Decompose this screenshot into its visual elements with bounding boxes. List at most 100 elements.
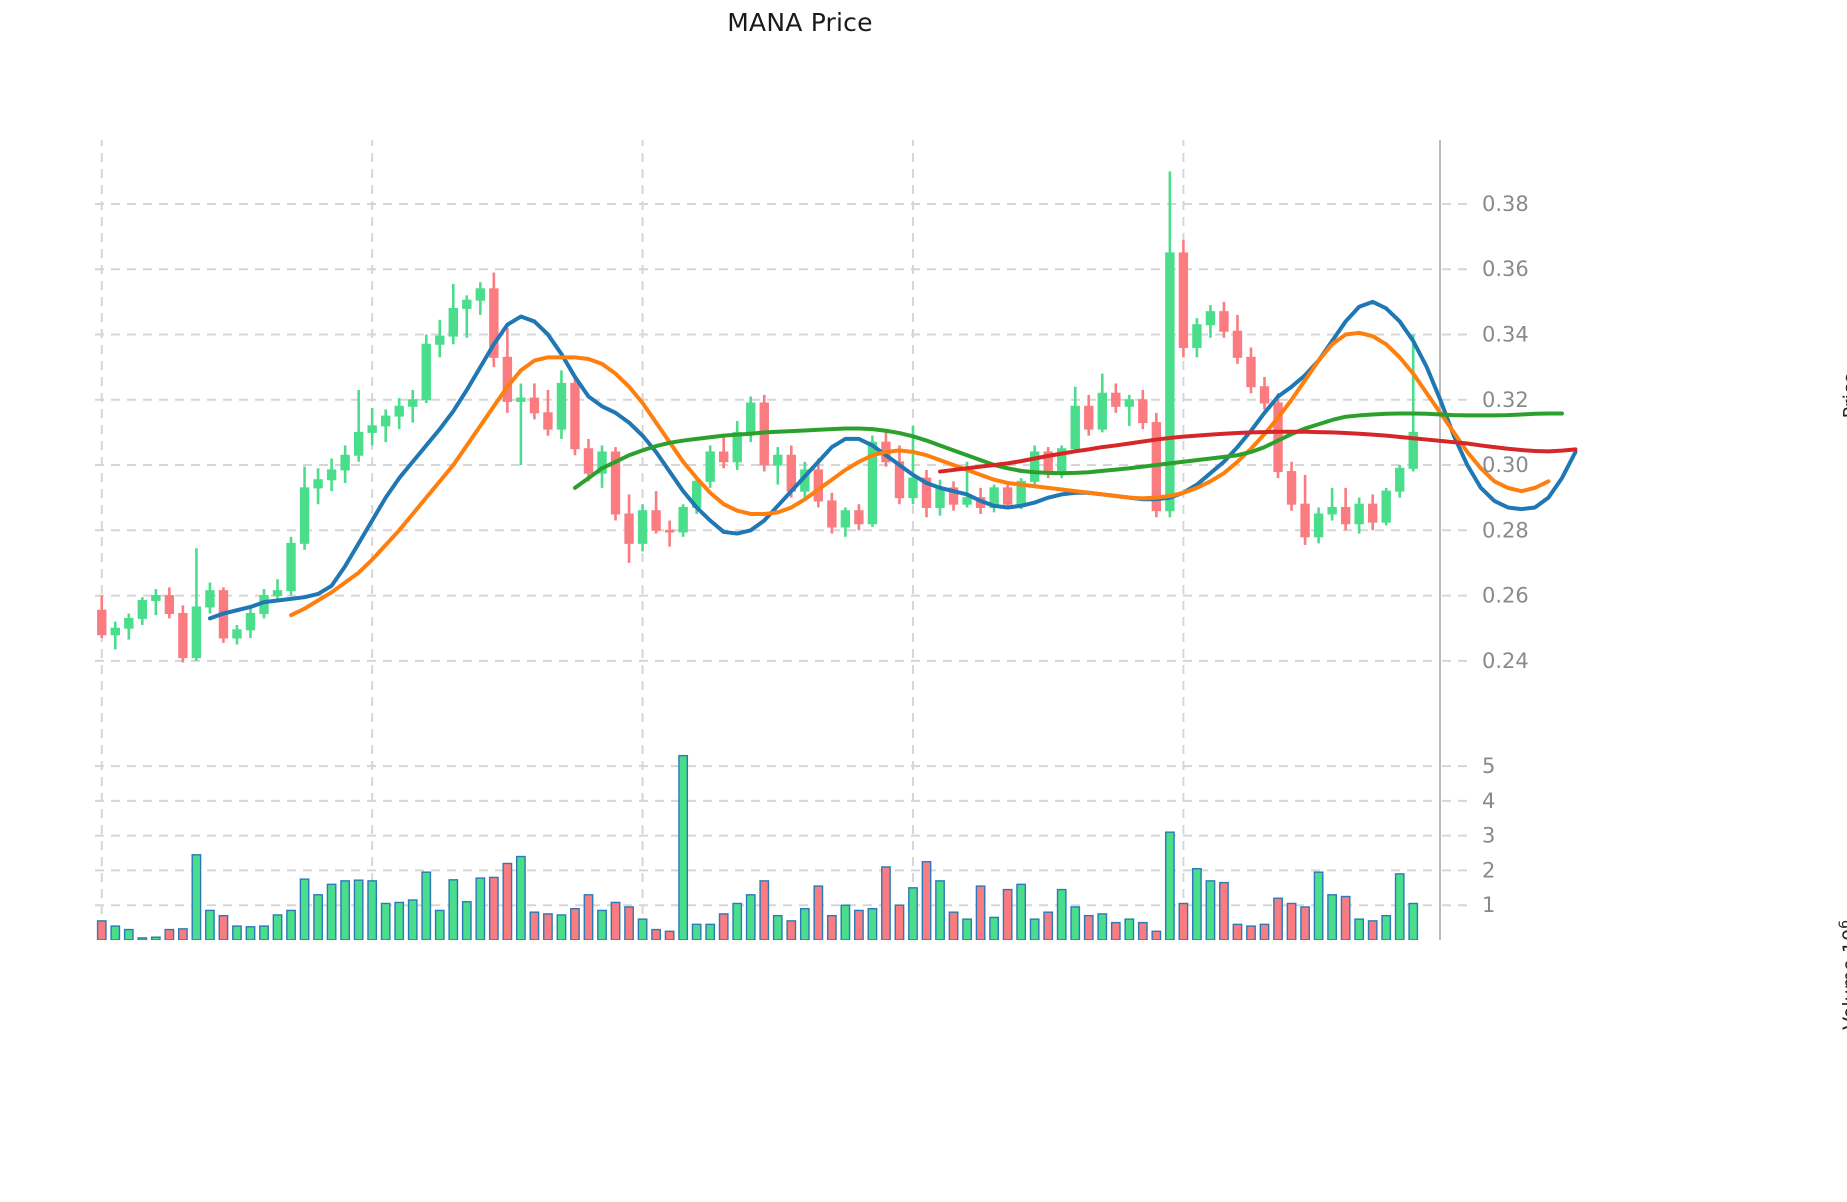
candle-body (1002, 487, 1013, 505)
candle-body (1084, 405, 1094, 430)
volume-bar (1151, 930, 1162, 940)
candle-body (353, 431, 364, 456)
volume-bar (1043, 911, 1054, 940)
candle-body (1367, 503, 1378, 523)
candle-body (962, 497, 972, 505)
volume-bar (732, 902, 743, 940)
ma-line-ma_xlong (938, 429, 1578, 474)
volume-bar (394, 901, 405, 940)
volume-bar (205, 909, 215, 940)
candle-body (448, 307, 458, 337)
volume-bar (1110, 921, 1121, 940)
candle-body (1395, 467, 1405, 492)
volume-bar (813, 885, 824, 940)
candle-body (1124, 399, 1135, 407)
candle-body (1219, 311, 1229, 332)
volume-bar (259, 925, 269, 940)
candle-body (664, 529, 675, 533)
volume-bar (881, 866, 891, 940)
volume-bar (989, 916, 999, 940)
volume-axis-label: Volume 106 (1837, 920, 1847, 1030)
candle-body (462, 299, 472, 309)
volume-bar (1300, 906, 1310, 940)
volume-bar (1286, 902, 1297, 940)
volume-bar (218, 914, 229, 940)
candle-body (340, 454, 350, 471)
volume-bar (678, 754, 689, 940)
volume-bar (1002, 888, 1013, 940)
volume-bar (313, 894, 323, 940)
volume-bar (570, 907, 580, 940)
volume-bar (624, 906, 634, 940)
volume-bar (1273, 897, 1283, 940)
volume-bar (245, 926, 256, 940)
candle-body (705, 451, 715, 482)
y-axis-ticks: 0.24 0.26 0.28 0.30 0.32 0.34 0.36 0.38 1 2 3 4 5 (1482, 192, 1529, 917)
candle-body (529, 397, 540, 414)
candle-body (1138, 399, 1148, 424)
candle-body (97, 609, 107, 636)
candle-body (637, 510, 648, 544)
candle-body (435, 335, 445, 345)
volume-bar (1178, 902, 1189, 940)
candle-body (570, 382, 580, 450)
candle-body (232, 629, 242, 639)
candle-body (245, 613, 256, 631)
volume-bar (583, 894, 594, 940)
volume-bar (286, 909, 296, 940)
candle-body (1165, 252, 1175, 512)
candle-body (137, 599, 148, 619)
candle-body (1178, 252, 1189, 349)
volume-bar (1354, 918, 1365, 940)
candle-body (408, 399, 418, 407)
candle-body (1232, 330, 1243, 358)
volume-bar (718, 913, 729, 940)
volume-bar (326, 883, 337, 940)
candle-body (299, 487, 310, 544)
ma-line-ma_long (572, 411, 1564, 490)
candle-body (921, 477, 932, 508)
candle-body (1381, 490, 1391, 523)
candle-body (597, 451, 607, 474)
price-tick-label: 0.24 (1482, 649, 1529, 673)
price-tick-label: 0.36 (1482, 257, 1529, 281)
volume-bar (1056, 888, 1067, 940)
candle-body (948, 487, 959, 505)
candle-body (394, 405, 404, 417)
candle-body (380, 415, 391, 427)
candle-body (719, 451, 729, 463)
price-tick-label: 0.28 (1482, 518, 1529, 542)
volume-bar (1192, 867, 1202, 940)
price-tick-label: 0.26 (1482, 584, 1529, 608)
candle-body (746, 402, 756, 433)
volume-bar (772, 914, 783, 940)
candle-body (773, 454, 783, 466)
candle-body (178, 613, 188, 659)
volume-bar (664, 930, 675, 940)
moving-average-lines (207, 299, 1578, 621)
candle-body (1259, 386, 1270, 404)
volume-bar (434, 909, 445, 940)
volume-bar (475, 877, 486, 940)
volume-bar (137, 937, 148, 940)
volume-bar (1016, 883, 1027, 940)
candle-body (1111, 392, 1121, 407)
candle-body (678, 506, 688, 533)
volume-bar (150, 936, 161, 940)
volume-bar (1232, 923, 1243, 940)
candle-body (475, 288, 486, 301)
volume-bar (164, 928, 175, 940)
volume-bar (380, 902, 391, 940)
volume-bar (894, 904, 905, 940)
volume-bar (353, 879, 364, 940)
candle-body (516, 397, 526, 402)
volume-bars (96, 754, 1419, 940)
volume-bar (421, 871, 432, 940)
volume-bar (191, 854, 202, 940)
volume-bar (1164, 831, 1175, 940)
volume-bar (1029, 918, 1040, 940)
volume-bar (691, 923, 702, 940)
volume-bar (96, 920, 107, 940)
volume-bar (1124, 918, 1135, 940)
